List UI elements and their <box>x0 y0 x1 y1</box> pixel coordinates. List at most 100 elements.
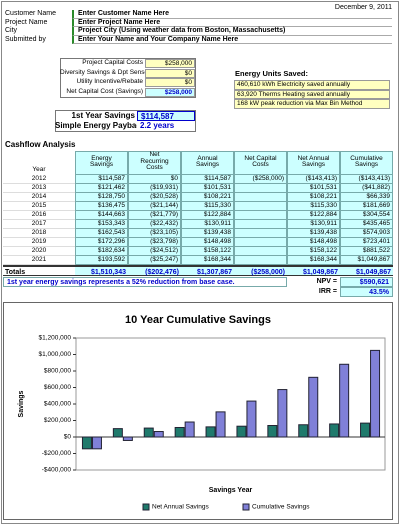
table-cell: ($143,413) <box>287 175 340 184</box>
table-cell: $139,438 <box>287 229 340 238</box>
table-cell <box>234 202 287 211</box>
bar <box>329 423 340 438</box>
bar <box>370 349 381 438</box>
npv-value: $590,621 <box>340 277 393 287</box>
cost-value: $258,000 <box>145 87 195 97</box>
info-value: Enter Customer Name Here <box>72 10 392 19</box>
table-cell: $158,122 <box>181 247 234 256</box>
savings-label: 1st Year Savings <box>71 111 135 120</box>
y-tick-label: $1,000,000 <box>38 351 71 358</box>
bar <box>81 436 92 450</box>
table-cell <box>234 247 287 256</box>
table-cell: $574,903 <box>340 229 393 238</box>
bar <box>143 427 154 438</box>
legend-swatch <box>142 503 150 511</box>
table-cell: ($143,413) <box>340 175 393 184</box>
year-cell: 2015 <box>3 202 75 211</box>
table-cell: ($24,512) <box>128 247 181 256</box>
table-cell: $435,465 <box>340 220 393 229</box>
energy-title: Energy Units Saved: <box>235 69 308 78</box>
table-cell: $108,221 <box>287 193 340 202</box>
table-cell: $1,049,867 <box>340 256 393 265</box>
total-cell: $1,307,867 <box>181 265 234 276</box>
info-value: Enter Project Name Here <box>72 18 392 27</box>
year-cell: 2021 <box>3 256 75 265</box>
table-cell: $168,344 <box>181 256 234 265</box>
year-cell: 2018 <box>3 229 75 238</box>
cost-label: Diversity Savings & Dpt Sensors <box>60 68 154 76</box>
y-axis-title: Savings <box>18 390 25 417</box>
total-cell: $1,510,343 <box>75 265 128 276</box>
cost-label: Project Capital Costs <box>82 59 143 66</box>
table-cell: $144,663 <box>75 211 128 220</box>
table-cell: $101,531 <box>287 184 340 193</box>
energy-item: 63,920 Therms Heating saved annually <box>234 89 390 99</box>
bar <box>215 411 226 438</box>
table-cell: $114,587 <box>181 175 234 184</box>
table-header: Year <box>32 165 46 173</box>
cost-value: $0 <box>145 68 195 78</box>
table-cell <box>234 229 287 238</box>
info-value: Enter Your Name and Your Company Name He… <box>72 35 392 44</box>
table-cell <box>234 256 287 265</box>
savings-value: 2.2 years <box>137 121 195 131</box>
table-cell: $136,475 <box>75 202 128 211</box>
irr-label: IRR = <box>318 288 337 295</box>
cashflow-title: Cashflow Analysis <box>5 140 76 149</box>
note: 1st year energy savings represents a 52%… <box>3 277 287 287</box>
year-cell: 2014 <box>3 193 75 202</box>
table-cell: $139,438 <box>181 229 234 238</box>
table-cell: $115,330 <box>287 202 340 211</box>
table-cell: $162,543 <box>75 229 128 238</box>
year-cell: 2012 <box>3 175 75 184</box>
date: December 9, 2011 <box>334 4 392 11</box>
bar <box>153 431 164 438</box>
table-cell <box>234 184 287 193</box>
table-cell: ($21,144) <box>128 202 181 211</box>
bar <box>184 421 195 438</box>
savings-value: $114,587 <box>137 111 195 121</box>
table-cell: $115,330 <box>181 202 234 211</box>
table-cell: $304,554 <box>340 211 393 220</box>
bar <box>339 363 350 438</box>
table-cell: $122,884 <box>181 211 234 220</box>
table-cell: ($20,528) <box>128 193 181 202</box>
table-cell: ($23,798) <box>128 238 181 247</box>
cost-label: Net Capital Cost (Savings) <box>66 87 143 95</box>
table-cell: $181,669 <box>340 202 393 211</box>
table-cell: ($22,432) <box>128 220 181 229</box>
chart: 10 Year Cumulative Savings -$400,000 -$200… <box>3 302 393 520</box>
y-tick-label: -$200,000 <box>42 450 72 457</box>
table-cell: ($258,000) <box>234 175 287 184</box>
table-header: Annual Savings <box>181 151 234 175</box>
legend-label: Net Annual Savings <box>152 504 209 511</box>
total-cell: ($258,000) <box>234 265 287 276</box>
table-cell: $121,462 <box>75 184 128 193</box>
total-cell: $1,049,867 <box>287 265 340 276</box>
table-cell <box>234 193 287 202</box>
table-cell: $158,122 <box>287 247 340 256</box>
costs-box <box>60 58 196 98</box>
table-cell: $114,587 <box>75 175 128 184</box>
table-cell: $182,634 <box>75 247 128 256</box>
bar <box>308 376 319 438</box>
total-label: Totals <box>3 265 75 276</box>
info-label: Submitted by <box>5 35 46 43</box>
y-tick-label: $0 <box>64 434 72 441</box>
table-cell: $168,344 <box>287 256 340 265</box>
legend-label: Cumulative Savings <box>252 504 310 511</box>
cost-value: $258,000 <box>145 59 195 68</box>
table-cell <box>234 211 287 220</box>
x-axis-title: Savings Year <box>209 487 253 494</box>
bar <box>277 389 288 438</box>
table-cell: $0 <box>128 175 181 184</box>
y-tick-label: $1,200,000 <box>38 335 71 342</box>
table-cell: $108,221 <box>181 193 234 202</box>
cost-label: Utility Incentive/Rebate <box>76 78 143 85</box>
table-cell: $128,750 <box>75 193 128 202</box>
table-cell: ($25,247) <box>128 256 181 265</box>
y-tick-label: $400,000 <box>44 401 71 408</box>
table-cell <box>234 238 287 247</box>
